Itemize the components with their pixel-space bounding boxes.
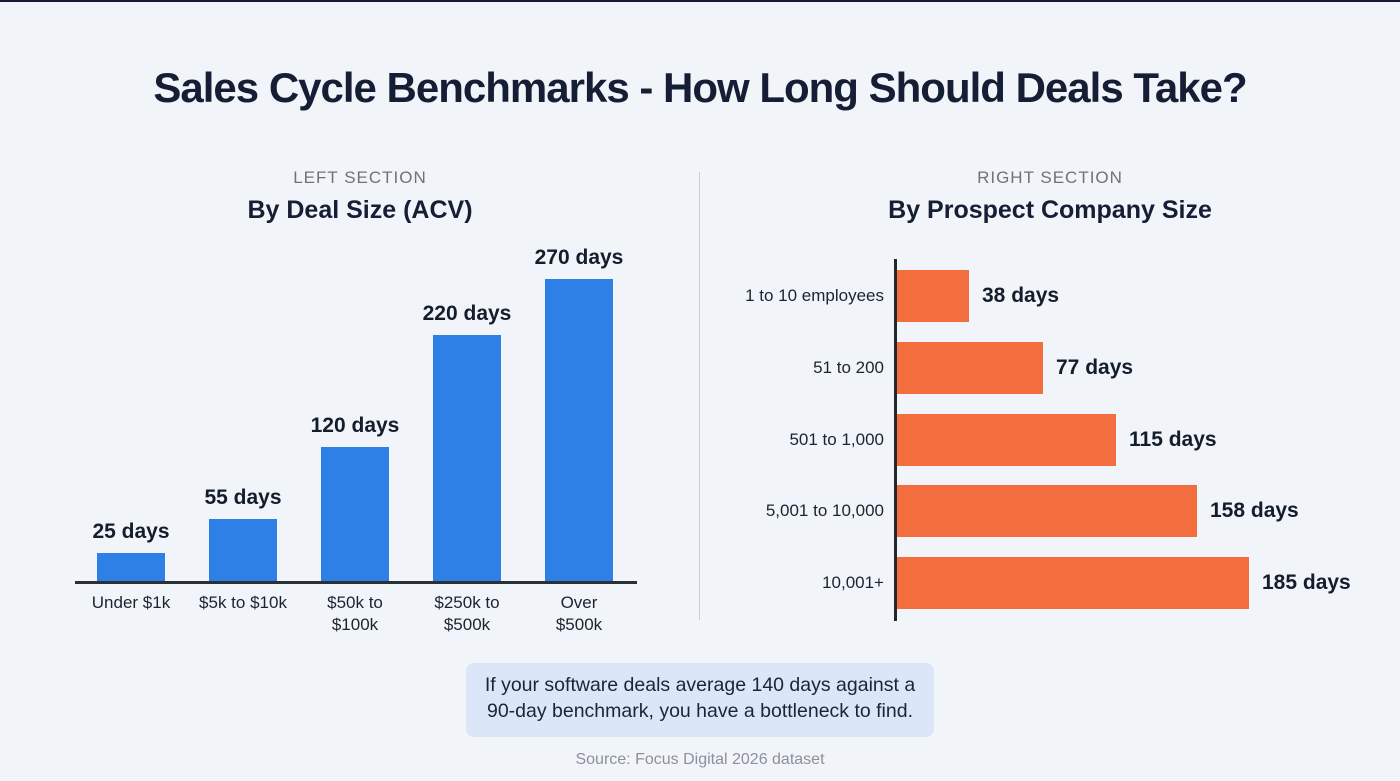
bar-501-to-1,000 xyxy=(897,414,1116,466)
deal-size-chart: 25 days 55 days 120 days 220 days 270 days xyxy=(75,246,637,581)
company-size-chart: 1 to 10 employees 38 days 51 to 200 77 days… xyxy=(700,259,1390,621)
chart-row: 5,001 to 10,000 158 days xyxy=(700,485,1390,537)
bar-value-label: 25 days xyxy=(92,520,170,543)
callout-line-2: 90-day benchmark, you have a bottleneck … xyxy=(486,699,913,722)
bar-value-label: 38 days xyxy=(982,284,1060,307)
bar-$50k-to-$100k xyxy=(321,447,389,581)
category-label: $250k to $500k xyxy=(434,593,500,635)
bar-value-label: 220 days xyxy=(422,302,512,325)
bar-value-label: 185 days xyxy=(1262,571,1351,594)
callout-line-1: If your software deals average 140 days … xyxy=(484,674,916,696)
bar-10,001+ xyxy=(897,557,1249,609)
bar-$250k-to-$500k xyxy=(433,335,501,581)
bar-5,001-to-10,000 xyxy=(897,485,1197,537)
section-divider-line xyxy=(699,172,700,620)
page-title: Sales Cycle Benchmarks - How Long Should… xyxy=(153,64,1247,111)
bar-value-label: 158 days xyxy=(1210,499,1299,522)
category-label: 1 to 10 employees xyxy=(745,286,884,305)
source-note: Source: Focus Digital 2026 dataset xyxy=(575,751,825,768)
deal-size-chart-x-axis-line xyxy=(75,581,637,584)
category-label: Over $500k xyxy=(555,593,603,635)
chart-row: 51 to 200 77 days xyxy=(700,342,1390,394)
bar-51-to-200 xyxy=(897,342,1043,394)
top-edge-strip xyxy=(0,0,1400,2)
chart-row: 501 to 1,000 115 days xyxy=(700,414,1390,466)
bar-$5k-to-$10k xyxy=(209,519,277,581)
chart-row: 1 to 10 employees 38 days xyxy=(700,270,1390,322)
category-label: $5k to $10k xyxy=(199,593,287,612)
company-size-chart-y-axis-line xyxy=(894,259,897,621)
bar-value-label: 270 days xyxy=(534,246,624,269)
deal-size-chart-x-labels: Under $1k $5k to $10k $50k to $100k $250k t… xyxy=(75,592,637,642)
bar-value-label: 115 days xyxy=(1129,428,1217,451)
left-section-heading: By Deal Size (ACV) xyxy=(247,196,473,224)
bar-value-label: 77 days xyxy=(1056,356,1134,379)
benchmark-callout: If your software deals average 140 days … xyxy=(466,663,934,737)
right-section-kicker: RIGHT SECTION xyxy=(977,168,1123,187)
bar-Under-$1k xyxy=(97,553,165,581)
left-section-kicker: LEFT SECTION xyxy=(293,168,427,187)
bar-Over-$500k xyxy=(545,279,613,581)
category-label: 10,001+ xyxy=(822,573,884,592)
chart-row: 10,001+ 185 days xyxy=(700,557,1390,609)
category-label: 5,001 to 10,000 xyxy=(765,501,884,520)
right-section-heading: By Prospect Company Size xyxy=(888,196,1212,224)
category-label: 51 to 200 xyxy=(813,358,884,377)
bar-1-to-10-employees xyxy=(897,270,969,322)
bar-value-label: 55 days xyxy=(204,486,282,509)
bar-value-label: 120 days xyxy=(310,414,400,437)
category-label: 501 to 1,000 xyxy=(789,430,884,449)
category-label: $50k to $100k xyxy=(327,593,383,635)
category-label: Under $1k xyxy=(91,593,171,612)
